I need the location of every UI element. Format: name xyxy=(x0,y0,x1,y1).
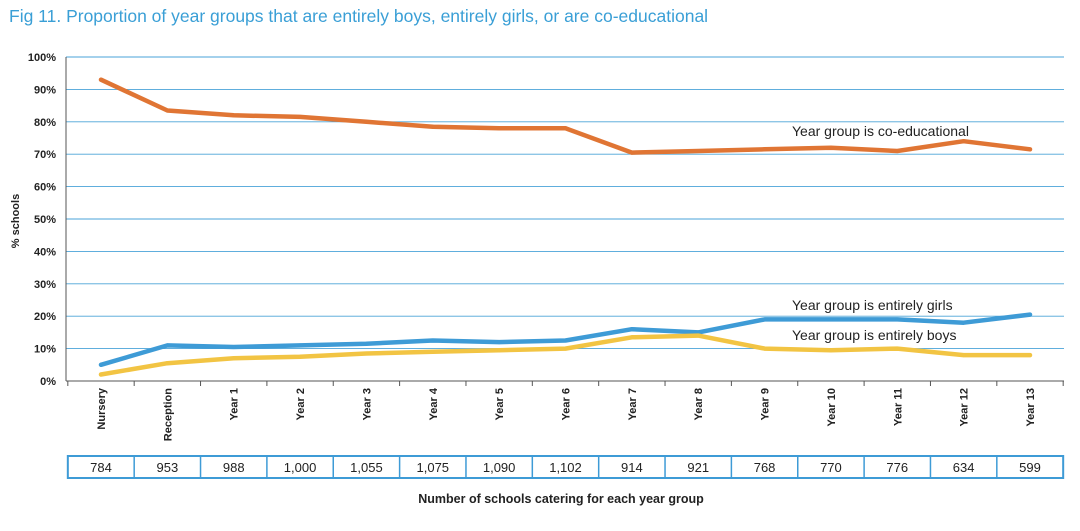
annotation-entirely-boys: Year group is entirely boys xyxy=(792,327,956,343)
x-tick-label: Year 5 xyxy=(494,388,506,420)
y-tick-label: 50% xyxy=(34,214,56,226)
data-point xyxy=(895,317,900,322)
data-point xyxy=(1028,147,1032,152)
count-cell: 988 xyxy=(223,460,245,475)
y-tick-label: 30% xyxy=(34,279,56,291)
data-point xyxy=(99,362,103,367)
data-point xyxy=(497,126,502,131)
count-cell: 1,000 xyxy=(284,460,317,475)
count-cell: 1,075 xyxy=(417,460,450,475)
count-cell: 634 xyxy=(953,460,975,475)
data-point xyxy=(629,335,634,340)
count-cell: 914 xyxy=(621,460,643,475)
data-point xyxy=(629,150,634,155)
count-cell: 768 xyxy=(754,460,776,475)
data-point xyxy=(563,126,568,131)
data-point xyxy=(762,346,767,351)
y-tick-label: 0% xyxy=(40,376,56,388)
x-tick-label: Year 1 xyxy=(229,388,241,420)
data-point xyxy=(430,349,435,354)
data-point xyxy=(165,108,170,113)
data-point xyxy=(364,351,369,356)
data-point xyxy=(298,354,303,359)
count-cell: 1,055 xyxy=(350,460,383,475)
data-point xyxy=(828,317,833,322)
data-point xyxy=(895,346,900,351)
x-tick-label: Year 11 xyxy=(892,388,904,426)
x-tick-label: Year 13 xyxy=(1025,388,1037,427)
data-point xyxy=(231,356,236,361)
data-point xyxy=(828,348,833,353)
data-point xyxy=(1028,312,1032,317)
data-point xyxy=(762,147,767,152)
x-tick-label: Year 2 xyxy=(295,388,307,420)
data-point xyxy=(497,348,502,353)
data-point xyxy=(231,344,236,349)
data-point xyxy=(961,353,966,358)
data-point xyxy=(364,341,369,346)
data-point xyxy=(497,340,502,345)
x-tick-label: Year 3 xyxy=(361,388,373,420)
y-tick-label: 10% xyxy=(34,344,56,356)
x-tick-label: Nursery xyxy=(96,387,108,429)
data-point xyxy=(762,317,767,322)
count-cell: 770 xyxy=(820,460,842,475)
y-tick-label: 90% xyxy=(34,84,56,96)
x-tick-label: Year 9 xyxy=(760,388,772,420)
data-point xyxy=(961,320,966,325)
data-point xyxy=(563,338,568,343)
data-point xyxy=(563,346,568,351)
data-point xyxy=(165,361,170,366)
data-point xyxy=(828,145,833,150)
x-tick-label: Year 12 xyxy=(959,388,971,427)
count-cell: 953 xyxy=(157,460,179,475)
data-point xyxy=(696,333,701,338)
data-point xyxy=(1028,353,1032,358)
data-point xyxy=(165,343,170,348)
x-tick-label: Reception xyxy=(162,388,174,441)
series-line-0 xyxy=(98,77,1033,155)
count-cell: 784 xyxy=(90,460,112,475)
data-point xyxy=(696,148,701,153)
data-point xyxy=(99,77,103,82)
data-point xyxy=(99,372,103,377)
x-tick-label: Year 6 xyxy=(561,388,573,420)
x-tick-label: Year 8 xyxy=(693,388,705,420)
count-cell: 1,090 xyxy=(483,460,516,475)
count-cell: 599 xyxy=(1019,460,1041,475)
data-point xyxy=(430,338,435,343)
x-tick-label: Year 7 xyxy=(627,388,639,420)
x-axis-title: Number of schools catering for each year… xyxy=(418,492,704,506)
y-tick-label: 70% xyxy=(34,149,56,161)
data-point xyxy=(231,113,236,118)
x-tick-label: Year 4 xyxy=(428,387,440,420)
data-point xyxy=(430,124,435,129)
data-point xyxy=(961,139,966,144)
annotation-entirely-girls: Year group is entirely girls xyxy=(792,297,953,313)
data-point xyxy=(629,327,634,332)
x-tick-label: Year 10 xyxy=(826,388,838,427)
data-point xyxy=(895,148,900,153)
data-point xyxy=(298,114,303,119)
y-tick-label: 40% xyxy=(34,246,56,258)
y-tick-label: 100% xyxy=(28,52,56,64)
count-cell: 776 xyxy=(886,460,908,475)
y-tick-label: 20% xyxy=(34,311,56,323)
count-cell: 1,102 xyxy=(549,460,582,475)
y-tick-label: 60% xyxy=(34,182,56,194)
data-point xyxy=(298,343,303,348)
count-cell: 921 xyxy=(687,460,709,475)
annotation-co-educational: Year group is co-educational xyxy=(792,123,969,139)
data-point xyxy=(364,119,369,124)
y-tick-label: 80% xyxy=(34,117,56,129)
chart-title: Fig 11. Proportion of year groups that a… xyxy=(9,6,709,26)
y-axis-title: % schools xyxy=(10,194,22,248)
counts-table xyxy=(66,455,1065,479)
